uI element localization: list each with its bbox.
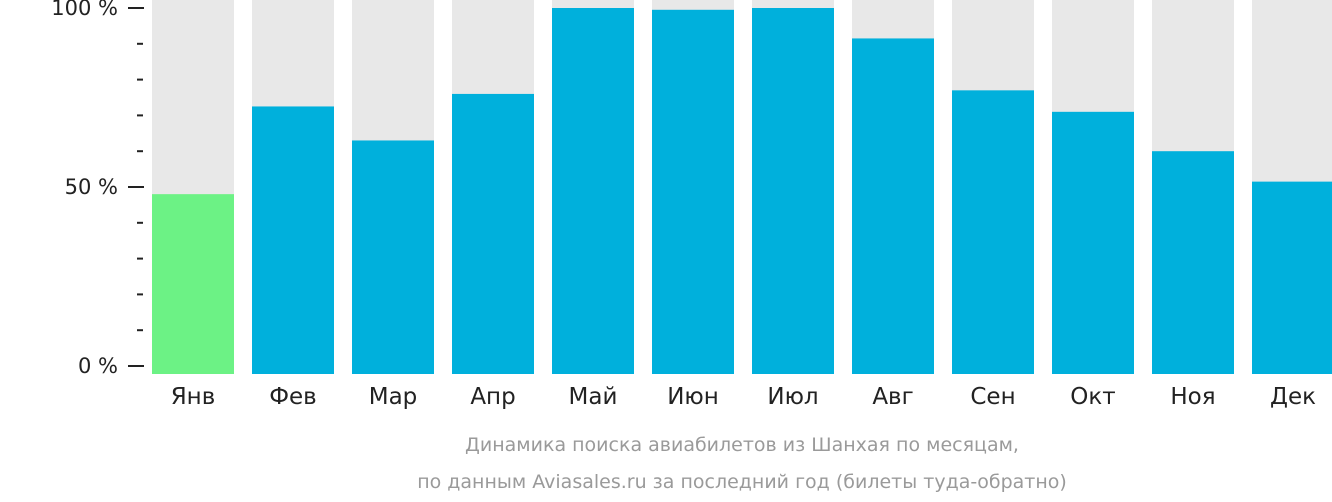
bar-10 — [1052, 111, 1134, 374]
x-tick-label: Сен — [970, 384, 1015, 410]
x-axis-labels: Янв Фев Мар Апр Май Июн Июл Авг Сен Окт Ноя Дек — [171, 384, 1316, 410]
x-tick-label: Апр — [470, 384, 515, 410]
bar-7 — [752, 8, 834, 374]
y-tick-label: 0 % — [78, 354, 118, 378]
bar-4 — [452, 93, 534, 375]
x-tick-label: Авг — [872, 384, 913, 410]
x-tick-label: Фев — [269, 384, 317, 410]
bar-2 — [252, 106, 334, 374]
y-tick-label: 50 % — [65, 175, 118, 199]
bar-12 — [1252, 181, 1332, 374]
bar-1 — [152, 194, 234, 374]
x-tick-label: Ноя — [1170, 384, 1215, 410]
bars — [152, 0, 1332, 375]
chart-caption-line-1: Динамика поиска авиабилетов из Шанхая по… — [465, 434, 1019, 456]
x-tick-label: Окт — [1070, 384, 1115, 410]
chart-caption-line-2: по данным Aviasales.ru за последний год … — [417, 471, 1067, 493]
bar-9 — [952, 90, 1034, 374]
x-tick-label: Июл — [767, 384, 818, 410]
x-tick-label: Мар — [369, 384, 418, 410]
bar-11 — [1152, 151, 1234, 374]
x-tick-label: Дек — [1270, 384, 1316, 410]
bar-8 — [852, 38, 934, 375]
bar-3 — [352, 140, 434, 374]
x-tick-label: Май — [569, 384, 618, 410]
bar-6 — [652, 9, 734, 374]
x-tick-label: Янв — [171, 384, 216, 410]
y-axis: 0 % 50 % 100 % — [51, 0, 144, 378]
bar-5 — [552, 8, 634, 374]
y-tick-label: 100 % — [51, 0, 118, 20]
x-tick-label: Июн — [667, 384, 719, 410]
